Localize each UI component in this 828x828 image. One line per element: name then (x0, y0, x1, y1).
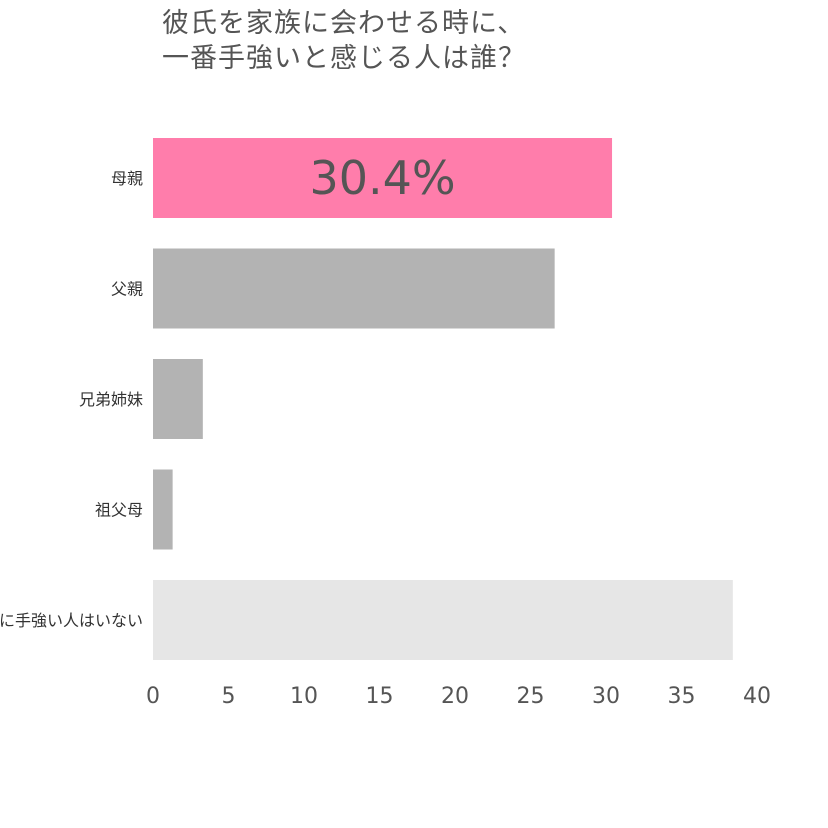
x-tick-label: 5 (222, 684, 236, 709)
bar (153, 248, 555, 329)
bar (153, 580, 733, 660)
category-label: 母親 (111, 169, 143, 188)
category-label: 兄弟姉妹 (79, 390, 143, 409)
x-tick-label: 0 (146, 684, 160, 709)
bar (153, 469, 173, 550)
x-tick-label: 35 (668, 684, 696, 709)
data-label: 30.4% (309, 151, 455, 205)
category-label: 祖父母 (95, 501, 143, 520)
x-axis-ticks-group: 0 5 10 15 20 25 30 35 40 (146, 684, 771, 709)
bar (153, 359, 203, 439)
x-tick-label: 30 (592, 684, 620, 709)
category-label: 特に手強い人はいない (0, 611, 143, 630)
x-tick-label: 20 (441, 684, 469, 709)
x-tick-label: 40 (743, 684, 771, 709)
chart-title: 彼氏を家族に会わせる時に、 一番手強いと感じる人は誰？ (162, 8, 526, 74)
x-tick-label: 25 (517, 684, 545, 709)
category-label: 父親 (111, 280, 143, 299)
bars-group (153, 138, 733, 660)
x-tick-label: 10 (290, 684, 318, 709)
bar (153, 138, 613, 218)
data-labels-group: 30.4% (309, 151, 455, 205)
x-tick-label: 15 (366, 684, 394, 709)
category-labels-group: 母親父親兄弟姉妹祖父母特に手強い人はいない (0, 169, 143, 630)
